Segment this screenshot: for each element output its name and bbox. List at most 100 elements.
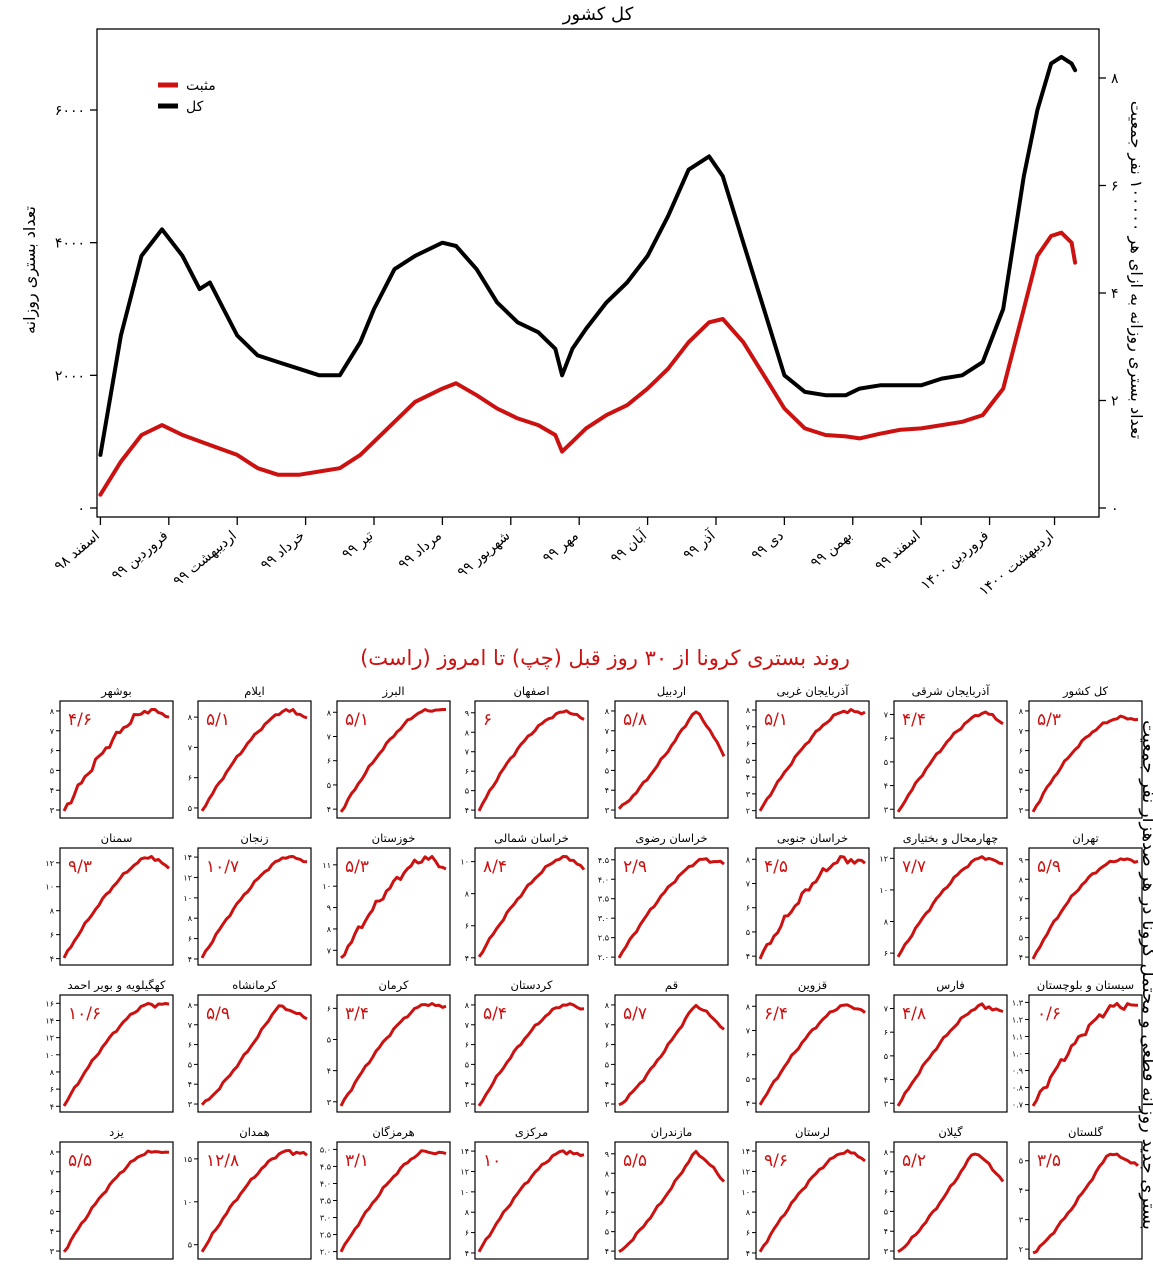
x-tick-label: شهریور ۹۹ [455, 528, 514, 581]
panel-title: اصفهان [513, 684, 549, 698]
panel-tick-label: ۶ [465, 767, 469, 776]
panel-value: ۱۰ [483, 1151, 501, 1171]
panel-tick-label: ۴ [884, 1227, 888, 1236]
right-tick-label: ۸ [1111, 71, 1119, 87]
x-tick-label: بهمن ۹۹ [808, 528, 856, 572]
panel-tick-label: ۱۲ [741, 1167, 750, 1176]
panel-tick-label: ۳ [327, 1098, 332, 1107]
panel-trend-line [200, 708, 308, 812]
panel-tick-label: ۸ [746, 706, 751, 715]
panel-title: چهارمحال و بختیاری [903, 831, 998, 846]
panel-tick-label: ۱۴ [45, 1016, 54, 1025]
right-tick-label: ۲ [1111, 394, 1119, 410]
panel-value: ۵/۸ [623, 710, 647, 730]
panel-tick-label: ۵ [605, 766, 609, 775]
panel-frame [59, 700, 174, 819]
panel-value: ۵/۵ [68, 1151, 92, 1171]
main-chart-title: کل کشور [562, 4, 634, 25]
panel-tick-label: ۶ [884, 734, 888, 743]
panel-title: کل کشور [1062, 684, 1109, 699]
panel-trend-line [477, 855, 586, 958]
panel-tick-label: ۷ [605, 727, 610, 736]
panel-tick-label: ۵ [605, 1060, 609, 1069]
panel-frame [1028, 1141, 1143, 1260]
panel-trend-line [618, 1149, 726, 1254]
panel-tick-label: ۰.۹ [1012, 1067, 1023, 1076]
panel-tick-label: ۵ [884, 758, 888, 767]
panel-tick-label: ۹ [605, 1150, 609, 1159]
panel-title: اردبیل [657, 684, 686, 699]
series-line-positive [98, 230, 1078, 497]
panel-value: ۵/۲ [902, 1151, 926, 1171]
panel-19: قم ۵/۷ ۳ ۴ ۵ ۶ ۷ ۸ [605, 978, 729, 1113]
panel-tick-label: ۶ [746, 904, 750, 913]
panel-tick-label: ۵ [465, 1060, 469, 1069]
panel-value: ۶/۴ [764, 1004, 788, 1024]
panel-tick-label: ۹ [327, 904, 331, 913]
panel-title: کرمانشاه [232, 978, 277, 993]
panel-frame [1028, 700, 1143, 819]
x-tick-label: فروردین ۹۹ [109, 528, 172, 584]
series-line-total [98, 54, 1078, 457]
panel-21: کرمان ۳/۴ ۳ ۴ ۵ ۶ [327, 978, 451, 1113]
panel-tick-label: ۵ [1019, 766, 1023, 775]
panel-tick-label: ۱۱ [322, 861, 331, 870]
panel-tick-label: ۴ [50, 786, 54, 795]
panel-frame [474, 1141, 589, 1260]
panel-trend-line [200, 855, 308, 959]
panel-tick-label: ۶ [884, 949, 888, 958]
panel-tick-label: ۶ [188, 935, 192, 944]
panel-title: آذربایجان غربی [777, 684, 850, 699]
panel-tick-label: ۶ [746, 740, 750, 749]
panel-1: آذربایجان شرقی ۴/۴ ۳ ۴ ۵ ۶ ۷ [884, 684, 1008, 819]
panel-tick-label: ۲.۵ [598, 934, 609, 943]
panel-15: سمنان ۹/۳ ۴ ۶ ۸ ۱۰ ۱۲ [45, 831, 174, 966]
panel-frame [59, 994, 174, 1113]
panel-tick-label: ۷ [50, 1168, 55, 1177]
panel-tick-label: ۵ [327, 781, 331, 790]
panel-trend-line [62, 855, 170, 959]
panel-26: لرستان ۹/۶ ۴ ۶ ۸ ۱۰ ۱۲ ۱۴ [741, 1125, 870, 1260]
panel-frame [614, 994, 729, 1113]
panel-3: اردبیل ۵/۸ ۳ ۴ ۵ ۶ ۷ ۸ [605, 684, 729, 819]
panel-tick-label: ۴ [746, 773, 750, 782]
panel-frame [474, 700, 589, 819]
panel-title: یزد [109, 1125, 124, 1140]
panel-frame [59, 1141, 174, 1260]
panel-tick-label: ۴ [188, 1080, 192, 1089]
panel-tick-label: ۳ [50, 1247, 55, 1256]
panel-tick-label: ۵ [605, 1228, 609, 1237]
panel-tick-label: ۵ [50, 1207, 54, 1216]
panel-23: کهگیلویه و بویر احمد ۱۰/۶ ۴ ۶ ۸ ۱۰ ۱۲ ۱۴ ۱۶ [45, 978, 174, 1113]
panel-tick-label: ۳ [1019, 1216, 1024, 1225]
panel-tick-label: ۷ [746, 723, 751, 732]
panel-title: سیستان و بلوچستان [1037, 978, 1134, 993]
panel-frame [197, 847, 312, 966]
panel-frame [755, 700, 870, 819]
grid-side-label: بستری جدید روزانه قطعی و محتمل کرونا در … [1138, 720, 1153, 1230]
panel-trend-line [200, 1149, 308, 1253]
panel-tick-label: ۱۲ [460, 1167, 469, 1176]
panel-tick-label: ۱۰ [879, 886, 888, 895]
panel-frame [197, 994, 312, 1113]
panel-tick-label: ۴.۵ [598, 856, 609, 865]
panel-trend-line [1031, 714, 1139, 813]
panel-tick-label: ۵ [746, 1075, 750, 1084]
panel-tick-label: ۴.۵ [320, 1162, 331, 1171]
panel-tick-label: ۶ [50, 1085, 54, 1094]
panel-tick-label: ۸ [1019, 707, 1024, 716]
panel-trend-line [897, 1152, 1005, 1254]
panel-frame [197, 700, 312, 819]
x-tick-label: مهر ۹۹ [540, 528, 582, 567]
panel-tick-label: ۷ [746, 1026, 751, 1035]
panel-trend-line [477, 1149, 585, 1253]
panel-tick-label: ۷ [884, 710, 889, 719]
panel-tick-label: ۱۰ [322, 882, 331, 891]
panel-value: ۵/۹ [206, 1004, 230, 1024]
main-plot-area [98, 54, 1078, 497]
panel-tick-label: ۵ [50, 766, 54, 775]
panel-tick-label: ۴ [746, 1249, 750, 1258]
panel-tick-label: ۸ [465, 728, 470, 737]
